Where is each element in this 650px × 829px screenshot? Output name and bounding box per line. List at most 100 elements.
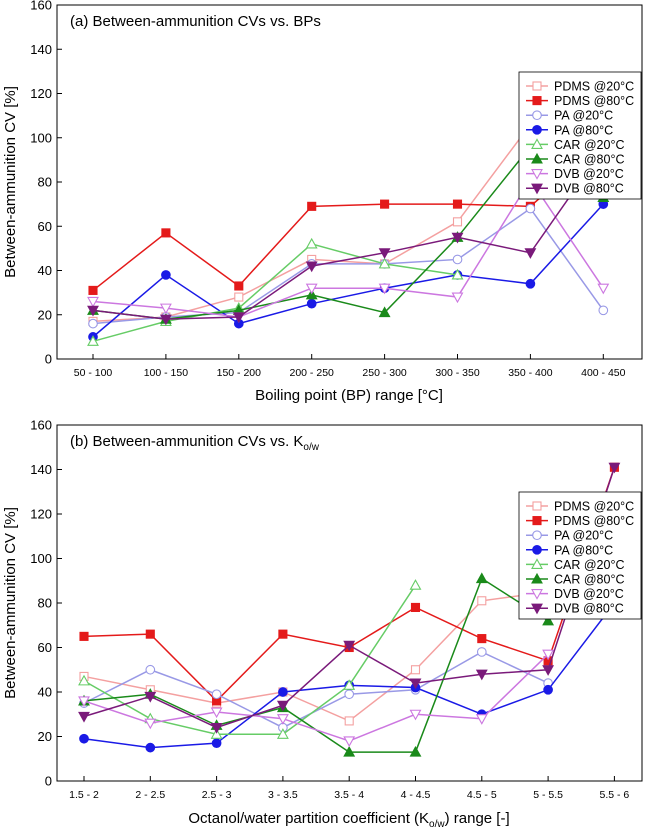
chart-a-series-line	[92, 141, 604, 292]
chart-b-legend-label: PDMS @20°C	[554, 500, 634, 514]
chart-b-x-tick-label: 4.5 - 5	[467, 789, 497, 801]
chart-a-point	[451, 268, 464, 280]
chart-a-point	[380, 199, 390, 209]
chart-a-point	[234, 292, 244, 302]
chart-a-legend-entry: PA @80°C	[526, 123, 613, 137]
chart-b-title-main: (b) Between-ammunition CVs vs. K	[70, 433, 303, 450]
chart-b-legend-label: PA @20°C	[554, 529, 613, 543]
chart-b-point	[475, 669, 488, 681]
chart-b-x-tick-label: 1.5 - 2	[69, 789, 99, 801]
chart-b-x-tick-label: 3 - 3.5	[268, 789, 298, 801]
chart-a-legend-entry: CAR @80°C	[526, 153, 624, 167]
chart-b-series-dvb-80-c	[78, 462, 621, 734]
chart-b-series-dvb-20-c	[78, 649, 555, 748]
chart-b-x-tick-label: 2 - 2.5	[135, 789, 165, 801]
chart-b-x-label: Octanol/water partition coefficient (Ko/…	[188, 810, 509, 829]
chart-b-legend-marker	[531, 589, 543, 600]
chart-a-x-label: Boiling point (BP) range [°C]	[255, 387, 443, 404]
chart-a-point	[525, 278, 536, 289]
chart-a-point	[305, 261, 318, 273]
chart-a-legend-marker	[531, 169, 543, 180]
chart-a-point	[598, 305, 609, 316]
chart-b-y-tick-label: 100	[30, 551, 52, 566]
chart-a-point	[525, 203, 536, 214]
chart-b: (b) Between-ammunition CVs vs. Ko/w Octa…	[2, 418, 643, 829]
chart-a-point	[306, 298, 317, 309]
chart-b-point	[276, 728, 289, 739]
chart-a-y-tick-label: 160	[30, 0, 52, 13]
chart-b-point	[409, 579, 422, 590]
chart-b-legend-label: CAR @20°C	[554, 558, 624, 572]
chart-a-legend-label: DVB @80°C	[554, 182, 624, 196]
chart-a-point	[378, 257, 391, 269]
chart-b-point	[343, 679, 356, 690]
chart-b-point	[211, 689, 222, 700]
chart-a-series-line	[92, 203, 604, 338]
chart-a-x-tick-label: 200 - 250	[290, 367, 335, 379]
chart-a-point	[452, 217, 463, 227]
chart-a: (a) Between-ammunition CVs vs. BPs Boili…	[2, 0, 643, 404]
chart-b-point	[343, 640, 356, 652]
chart-b-x-tick-label: 5 - 5.5	[533, 789, 563, 801]
chart-a-point	[87, 305, 99, 317]
chart-a-y-tick-label: 140	[30, 42, 52, 57]
chart-a-series-line	[92, 207, 604, 325]
chart-b-point	[476, 647, 487, 657]
chart-a-x-tick-label: 350 - 400	[508, 367, 553, 379]
chart-a-legend-entry: PDMS @20°C	[526, 80, 634, 94]
chart-b-point	[210, 707, 223, 719]
chart-b-point	[78, 711, 90, 723]
chart-a-series-line	[92, 178, 604, 318]
chart-a-series	[87, 119, 610, 346]
chart-a-x-tick-label: 300 - 350	[435, 367, 480, 379]
chart-a-point	[451, 232, 464, 244]
chart-b-series-line	[83, 651, 549, 729]
chart-a-legend-marker	[532, 110, 542, 121]
chart-b-series-line	[83, 584, 417, 736]
chart-a-point	[378, 248, 391, 259]
chart-b-point	[144, 718, 157, 730]
chart-a-point	[87, 335, 99, 346]
chart-a-y-tick-label: 0	[45, 352, 52, 367]
chart-b-legend-label: PA @80°C	[554, 543, 613, 557]
chart-b-point	[343, 745, 356, 757]
chart-b-legend-box	[518, 491, 642, 620]
chart-b-legend-marker	[531, 603, 543, 615]
chart-b-point	[78, 674, 90, 686]
chart-a-legend-marker	[532, 81, 542, 91]
chart-a-point	[234, 281, 244, 291]
chart-b-title: (b) Between-ammunition CVs vs. Ko/w	[70, 433, 320, 453]
chart-a-legend-label: DVB @20°C	[554, 167, 624, 181]
chart-a-y-tick-label: 120	[30, 86, 52, 101]
chart-a-point	[232, 312, 245, 324]
chart-a-x-tick-label: 400 - 450	[581, 367, 626, 379]
chart-a-y-tick-label: 100	[30, 130, 52, 145]
chart-a-point	[452, 254, 463, 265]
chart-b-y-tick-label: 120	[30, 507, 52, 522]
chart-a-x-tick-label: 150 - 200	[217, 367, 262, 379]
chart-a-series-line	[92, 243, 458, 343]
chart-b-y-tick-label: 80	[38, 596, 52, 611]
chart-b-legend-label: CAR @80°C	[554, 573, 624, 587]
chart-b-y-label: Between-ammunition CV [%]	[2, 507, 19, 699]
chart-b-point	[409, 745, 422, 757]
chart-a-point	[305, 283, 318, 295]
chart-a-legend-box	[518, 71, 642, 200]
chart-b-point	[410, 665, 421, 675]
chart-a-legend-entry: PA @20°C	[526, 109, 613, 123]
chart-a-series-line	[92, 148, 604, 320]
chart-b-point	[410, 602, 421, 613]
chart-a-legend-marker	[532, 96, 542, 106]
chart-b-y-tick-label: 40	[38, 685, 52, 700]
chart-a-y-tick-label: 40	[38, 263, 52, 278]
chart-a-title: (a) Between-ammunition CVs vs. BPs	[70, 13, 321, 30]
chart-b-point	[278, 687, 288, 697]
chart-b-point	[543, 684, 553, 695]
chart-b-legend-entry: DVB @80°C	[526, 602, 624, 616]
chart-a-point	[161, 228, 171, 238]
chart-b-legend-marker	[531, 572, 543, 584]
